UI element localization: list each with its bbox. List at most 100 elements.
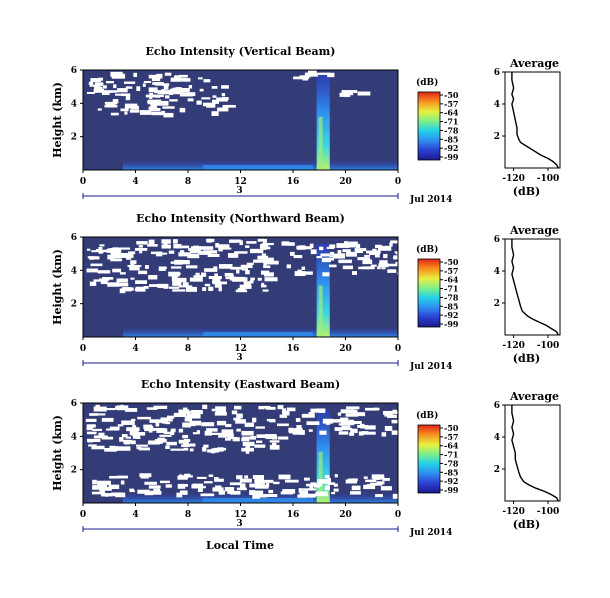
- no-data-cell: [118, 247, 131, 250]
- no-data-cell: [310, 408, 318, 413]
- x-tick-label: -100: [537, 507, 560, 517]
- y-tick-label: 4: [71, 432, 77, 442]
- no-data-cell: [102, 277, 114, 280]
- no-data-cell: [281, 408, 287, 414]
- no-data-cell: [178, 428, 184, 433]
- no-data-cell: [184, 415, 189, 418]
- no-data-cell: [382, 477, 390, 481]
- no-data-cell: [177, 475, 188, 480]
- no-data-cell: [163, 242, 168, 247]
- no-data-cell: [204, 430, 212, 436]
- no-data-cell: [121, 93, 131, 97]
- no-data-cell: [261, 282, 265, 288]
- no-data-cell: [132, 433, 140, 439]
- no-data-cell: [219, 264, 233, 269]
- heatmap-field: [83, 70, 398, 170]
- no-data-cell: [153, 488, 161, 491]
- y-axis-label: Height (km): [51, 249, 64, 325]
- no-data-cell: [111, 254, 122, 259]
- no-data-cell: [170, 428, 176, 433]
- date-label: 3: [236, 353, 242, 363]
- no-data-cell: [277, 405, 284, 410]
- no-data-cell: [131, 432, 146, 436]
- y-tick-label: 6: [494, 68, 500, 78]
- no-data-cell: [392, 409, 397, 414]
- no-data-cell: [246, 262, 254, 265]
- no-data-cell: [104, 494, 109, 497]
- no-data-cell: [225, 423, 232, 428]
- no-data-cell: [88, 444, 97, 447]
- no-data-cell: [195, 272, 200, 276]
- no-data-cell: [371, 474, 385, 480]
- no-data-cell: [163, 85, 169, 90]
- no-data-cell: [325, 421, 331, 425]
- no-data-cell: [177, 483, 186, 489]
- no-data-cell: [110, 252, 122, 255]
- no-data-cell: [111, 492, 123, 497]
- no-data-cell: [322, 418, 334, 424]
- no-data-cell: [92, 428, 103, 432]
- no-data-cell: [395, 411, 408, 414]
- average-panel-0: Average 2 4 6 -120 -100(dB): [494, 57, 561, 198]
- no-data-cell: [173, 75, 178, 79]
- no-data-cell: [117, 88, 128, 93]
- average-title: Average: [509, 390, 559, 403]
- no-data-cell: [182, 434, 189, 439]
- no-data-cell: [394, 251, 399, 254]
- no-data-cell: [185, 265, 198, 269]
- no-data-cell: [109, 426, 120, 430]
- no-data-cell: [364, 425, 376, 430]
- no-data-cell: [363, 476, 368, 479]
- no-data-cell: [189, 92, 196, 97]
- no-data-cell: [146, 407, 158, 410]
- no-data-cell: [357, 91, 371, 96]
- no-data-cell: [138, 245, 143, 248]
- no-data-cell: [123, 439, 132, 444]
- no-data-cell: [202, 404, 208, 410]
- colorbar-tick-label: -64: [444, 275, 459, 285]
- no-data-cell: [90, 78, 102, 83]
- no-data-cell: [286, 264, 291, 269]
- no-data-cell: [170, 430, 175, 435]
- no-data-cell: [369, 482, 383, 486]
- no-data-cell: [299, 246, 312, 250]
- no-data-cell: [183, 447, 189, 451]
- no-data-cell: [349, 241, 358, 246]
- no-data-cell: [236, 475, 243, 480]
- no-data-cell: [264, 272, 274, 277]
- no-data-cell: [176, 245, 190, 249]
- no-data-cell: [329, 244, 336, 249]
- no-data-cell: [130, 263, 135, 266]
- no-data-cell: [306, 74, 311, 78]
- no-data-cell: [293, 255, 303, 259]
- no-data-cell: [175, 87, 182, 92]
- no-data-cell: [241, 437, 250, 442]
- no-data-cell: [378, 263, 389, 268]
- no-data-cell: [259, 244, 269, 249]
- no-data-cell: [129, 488, 134, 492]
- no-data-cell: [168, 286, 180, 289]
- x-tick-label: 0: [395, 344, 401, 354]
- no-data-cell: [285, 479, 299, 483]
- no-data-cell: [173, 412, 187, 417]
- no-data-cell: [302, 271, 313, 275]
- no-data-cell: [124, 111, 128, 115]
- no-data-cell: [178, 439, 186, 444]
- no-data-cell: [324, 475, 330, 479]
- no-data-cell: [337, 250, 342, 255]
- no-data-cell: [139, 473, 152, 478]
- no-data-cell: [351, 420, 362, 425]
- no-data-cell: [90, 263, 103, 267]
- no-data-cell: [185, 424, 196, 427]
- no-data-cell: [301, 266, 306, 270]
- no-data-cell: [287, 242, 295, 246]
- x-tick-label: 0: [395, 177, 401, 187]
- no-data-cell: [152, 82, 164, 85]
- no-data-cell: [200, 272, 207, 277]
- no-data-cell: [232, 276, 246, 282]
- no-data-cell: [125, 86, 133, 89]
- no-data-cell: [316, 483, 323, 487]
- no-data-cell: [236, 428, 241, 432]
- no-data-cell: [103, 408, 116, 411]
- no-data-cell: [183, 407, 188, 411]
